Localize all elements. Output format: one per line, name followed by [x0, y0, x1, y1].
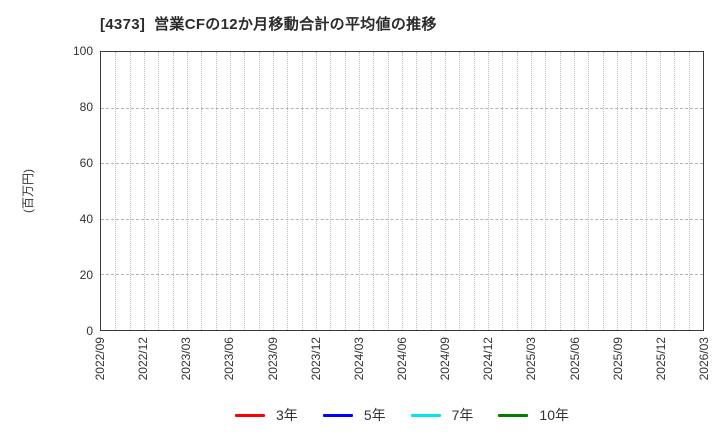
vertical-gridline	[574, 52, 575, 330]
x-tick-label: 2023/03	[179, 337, 194, 381]
vertical-gridline	[129, 52, 131, 330]
y-tick-label: 60	[79, 156, 93, 170]
legend-line-swatch	[498, 413, 529, 417]
vertical-gridline	[172, 52, 174, 330]
vertical-gridline	[273, 52, 274, 330]
legend-label: 10年	[539, 407, 569, 423]
chart-title: [4373] 営業CFの12か月移動合計の平均値の推移	[100, 16, 437, 33]
vertical-gridline	[631, 52, 633, 330]
x-tick-label: 2024/09	[438, 337, 453, 381]
vertical-gridline	[445, 52, 446, 330]
vertical-gridline	[287, 52, 289, 330]
x-tick-label: 2023/06	[222, 337, 237, 381]
x-tick-label: 2022/12	[136, 337, 151, 381]
x-tick-label: 2025/09	[610, 337, 625, 381]
vertical-gridline	[373, 52, 375, 330]
y-tick-label: 40	[79, 212, 93, 226]
x-tick-label: 2023/12	[308, 337, 323, 381]
x-tick-label: 2026/03	[697, 337, 711, 381]
vertical-gridline	[144, 52, 145, 330]
y-tick-label: 0	[86, 324, 93, 338]
legend-item: 3年	[235, 406, 298, 424]
legend-label: 7年	[451, 407, 474, 423]
legend-item: 10年	[498, 406, 569, 424]
vertical-gridline	[559, 52, 561, 330]
vertical-gridline	[215, 52, 217, 330]
vertical-gridline	[344, 52, 346, 330]
vertical-gridline	[488, 52, 489, 330]
legend-line-swatch	[410, 413, 441, 417]
vertical-gridline	[688, 52, 690, 330]
vertical-gridline	[645, 52, 647, 330]
vertical-gridline	[258, 52, 260, 330]
vertical-gridline	[387, 52, 389, 330]
y-axis-label: (百万円)	[21, 169, 35, 213]
vertical-gridline	[516, 52, 518, 330]
x-tick-label: 2025/12	[653, 337, 668, 381]
vertical-gridline	[158, 52, 160, 330]
legend-line-swatch	[322, 413, 353, 417]
legend: 3年 5年 7年 10年	[100, 406, 704, 424]
vertical-gridline	[545, 52, 547, 330]
vertical-gridline	[301, 52, 303, 330]
y-tick-label: 20	[79, 268, 93, 282]
legend-item: 7年	[410, 406, 474, 424]
x-tick-label: 2024/03	[351, 337, 366, 381]
legend-line-swatch	[235, 413, 266, 417]
vertical-gridline	[201, 52, 203, 330]
vertical-gridline	[316, 52, 317, 330]
x-tick-label: 2022/09	[93, 337, 107, 381]
vertical-gridline	[115, 52, 117, 330]
vertical-gridline	[187, 52, 188, 330]
horizontal-gridline	[101, 218, 703, 220]
plot-area	[100, 51, 704, 331]
vertical-gridline	[502, 52, 504, 330]
x-tick-label: 2025/06	[567, 337, 582, 381]
vertical-gridline	[531, 52, 532, 330]
vertical-gridline	[617, 52, 618, 330]
x-tick-label: 2024/06	[395, 337, 409, 381]
vertical-gridline	[459, 52, 461, 330]
vertical-gridline	[430, 52, 432, 330]
horizontal-gridline	[101, 107, 703, 109]
vertical-gridline	[359, 52, 360, 330]
legend-label: 5年	[363, 407, 386, 423]
x-tick-label: 2024/12	[481, 337, 496, 381]
vertical-gridline	[416, 52, 418, 330]
horizontal-gridline	[101, 163, 703, 165]
legend-item: 5年	[322, 406, 386, 424]
vertical-gridline	[330, 52, 332, 330]
vertical-gridline	[244, 52, 246, 330]
vertical-gridline	[230, 52, 231, 330]
legend-label: 3年	[276, 407, 298, 423]
x-tick-label: 2025/03	[524, 337, 539, 381]
vertical-gridline	[473, 52, 475, 330]
vertical-gridline	[674, 52, 676, 330]
vertical-gridline	[602, 52, 604, 330]
y-tick-label: 100	[72, 44, 93, 58]
horizontal-gridline	[101, 274, 703, 276]
vertical-gridline	[588, 52, 590, 330]
y-tick-label: 80	[79, 100, 93, 114]
x-tick-label: 2023/09	[265, 337, 280, 381]
vertical-gridline	[402, 52, 403, 330]
vertical-gridline	[660, 52, 661, 330]
